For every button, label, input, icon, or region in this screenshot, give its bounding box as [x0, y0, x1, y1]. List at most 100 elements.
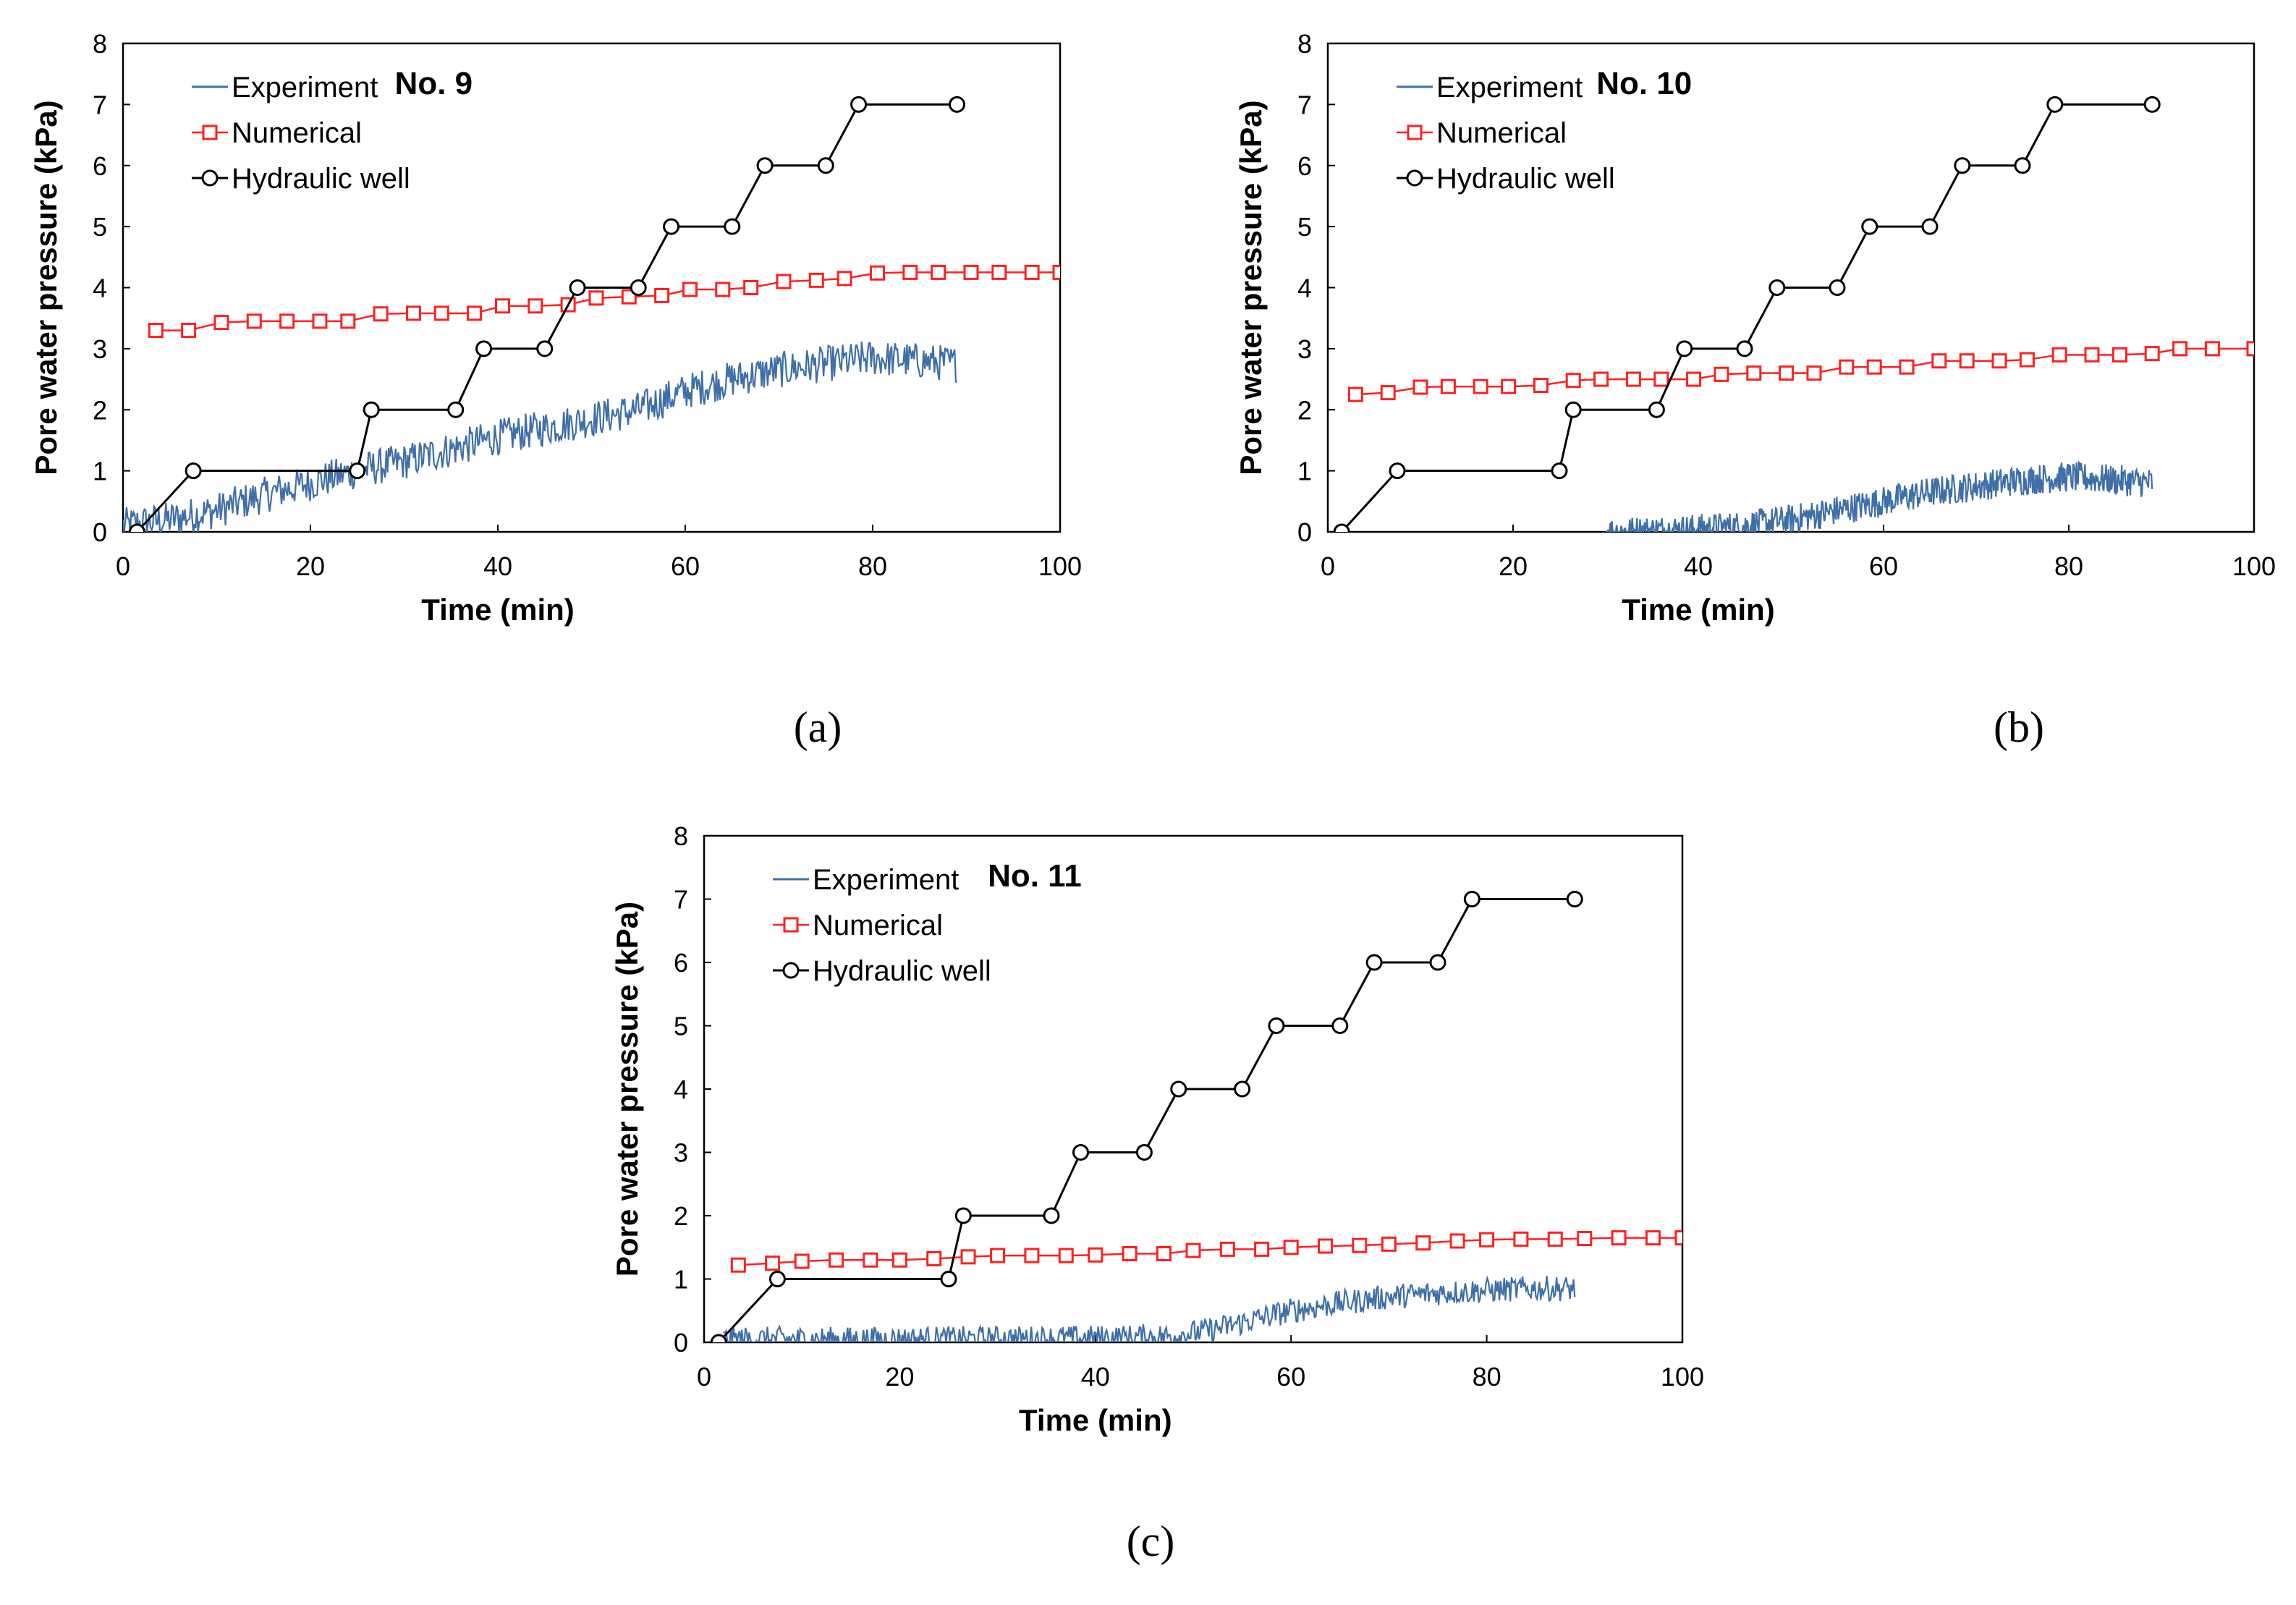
hydraulic-point: [1365, 954, 1383, 971]
legend-label-hydraulic: Hydraulic well: [1436, 163, 1615, 195]
numerical-point: [213, 315, 229, 331]
numerical-point: [776, 274, 792, 289]
numerical-point: [1593, 371, 1609, 387]
y-tick-label: 0: [1297, 517, 1312, 547]
hydraulic-point: [1170, 1080, 1187, 1098]
x-tick-label: 20: [885, 1362, 914, 1392]
legend: Experiment Numerical Hydraulic well: [1397, 72, 1615, 195]
x-tick-label: 100: [1038, 551, 1082, 581]
legend-label-hydraulic: Hydraulic well: [232, 163, 410, 195]
hydraulic-point: [1564, 401, 1582, 418]
numerical-point: [1866, 359, 1882, 375]
numerical-point: [808, 272, 824, 288]
numerical-point: [931, 264, 946, 280]
y-tick-label: 8: [674, 821, 688, 851]
y-tick-label: 1: [93, 457, 107, 486]
hydraulic-point: [1566, 891, 1583, 907]
legend-swatch-numerical-marker: [783, 917, 799, 933]
y-tick-label: 6: [93, 151, 107, 181]
x-tick-label: 80: [858, 551, 887, 581]
numerical-point: [1991, 353, 2007, 369]
numerical-point: [467, 305, 483, 321]
numerical-point: [1645, 1230, 1661, 1246]
x-tick-label: 80: [1473, 1362, 1501, 1392]
numerical-point: [1088, 1247, 1103, 1263]
hydraulic-point: [756, 157, 774, 174]
series-numerical: [1347, 341, 2254, 402]
numerical-point: [1156, 1246, 1172, 1261]
numerical-point: [181, 323, 197, 339]
numerical-point: [1565, 373, 1581, 389]
numerical-point: [2051, 347, 2067, 363]
numerical-point: [869, 265, 885, 281]
hydraulic-point: [768, 1271, 786, 1287]
hydraulic-point: [724, 218, 741, 235]
y-tick-label: 7: [674, 885, 688, 915]
numerical-point: [1024, 264, 1040, 280]
hydraulic-point: [1768, 279, 1786, 296]
x-tick-label: 40: [1684, 551, 1713, 581]
numerical-point: [991, 264, 1007, 280]
x-tick-label: 100: [1661, 1362, 1704, 1392]
numerical-point: [1412, 379, 1428, 395]
numerical-point: [1746, 365, 1762, 381]
hydraulic-point: [1389, 462, 1406, 480]
numerical-point: [1806, 365, 1822, 381]
numerical-point: [1024, 1248, 1040, 1263]
numerical-point: [1185, 1242, 1201, 1258]
y-tick-label: 2: [674, 1201, 688, 1231]
numerical-point: [1473, 378, 1488, 394]
numerical-point: [730, 1257, 746, 1273]
numerical-point: [1347, 386, 1363, 402]
numerical-point: [863, 1252, 878, 1268]
series-hydraulic-well: [128, 96, 966, 532]
hydraulic-point: [630, 279, 647, 296]
numerical-point: [1380, 385, 1396, 401]
y-tick-label: 5: [674, 1012, 688, 1041]
numerical-point: [373, 306, 389, 322]
numerical-point: [1686, 371, 1702, 387]
numerical-point: [1625, 371, 1641, 387]
x-tick-label: 80: [2054, 551, 2083, 581]
numerical-point: [2111, 347, 2127, 363]
x-axis-label: Time (min): [1622, 593, 1775, 627]
legend: Experiment Numerical Hydraulic well: [192, 72, 410, 195]
y-tick-label: 1: [1297, 457, 1312, 486]
hydraulic-point: [363, 401, 380, 418]
numerical-point: [891, 1252, 907, 1268]
numerical-point: [1283, 1240, 1299, 1255]
numerical-point: [405, 305, 421, 321]
hydraulic-point: [663, 218, 680, 235]
numerical-point: [1611, 1230, 1627, 1246]
numerical-point: [279, 313, 295, 329]
numerical-point: [654, 287, 670, 303]
numerical-point: [682, 281, 698, 297]
hydraulic-point: [1234, 1080, 1251, 1098]
numerical-point: [2144, 346, 2160, 362]
numerical-point: [1122, 1246, 1138, 1261]
chart-title: No. 10: [1596, 66, 1692, 101]
legend-label-hydraulic: Hydraulic well: [813, 955, 991, 987]
numerical-point: [1415, 1235, 1431, 1251]
numerical-point: [836, 271, 852, 287]
legend-label-experiment: Experiment: [813, 864, 959, 896]
hydraulic-point: [475, 340, 493, 357]
y-tick-label: 0: [93, 517, 107, 547]
x-tick-label: 60: [1276, 1362, 1305, 1392]
numerical-point: [1318, 1238, 1334, 1254]
hydraulic-point: [710, 1334, 727, 1342]
hydraulic-point: [2014, 157, 2031, 174]
legend-swatch-hydraulic-marker: [1406, 169, 1423, 187]
hydraulic-point: [1429, 954, 1446, 971]
y-tick-label: 1: [674, 1265, 688, 1295]
numerical-point: [1219, 1241, 1235, 1257]
y-tick-label: 6: [674, 948, 688, 978]
numerical-point: [1052, 264, 1060, 280]
y-tick-label: 4: [93, 274, 107, 303]
numerical-point: [312, 313, 328, 329]
hydraulic-point: [128, 523, 145, 532]
y-tick-label: 8: [1297, 29, 1312, 59]
series-experiment: [723, 1275, 1576, 1342]
numerical-point: [1254, 1241, 1270, 1257]
